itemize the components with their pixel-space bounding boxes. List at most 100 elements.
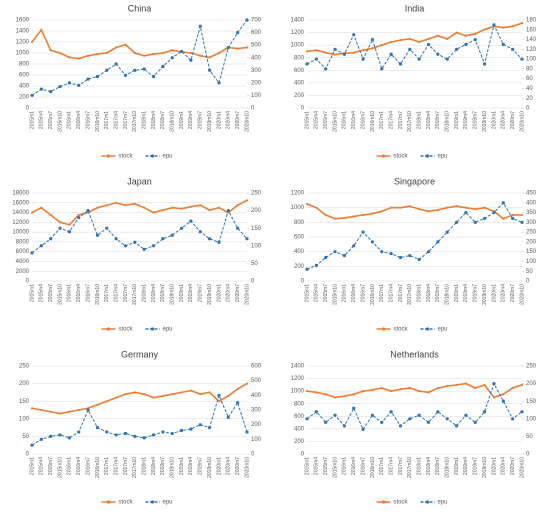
stock-marker [474, 386, 477, 390]
epu-marker [95, 426, 100, 430]
y-tick-label: 150 [19, 399, 30, 405]
epu-marker [305, 62, 309, 66]
stock-marker [58, 51, 62, 55]
epu-marker [342, 52, 346, 56]
series-line [31, 199, 248, 226]
y-tick-label: 1000 [291, 389, 305, 395]
y-tick-label: 50 [22, 434, 29, 440]
x-tick-label: 2020m4 [501, 457, 507, 475]
stock-marker [245, 382, 249, 385]
y2-tick-label: 200 [526, 239, 537, 245]
stock-marker [380, 44, 383, 47]
stock-marker [324, 51, 327, 54]
x-tick-label: 2015m7 [323, 457, 329, 475]
epu-marker [161, 430, 165, 434]
epu-marker [483, 216, 487, 221]
stock-marker [96, 206, 99, 209]
x-tick-label: 2015m1 [304, 457, 310, 475]
series-line [306, 203, 522, 220]
y-tick-label: 600 [19, 73, 30, 79]
stock-marker [483, 206, 486, 209]
legend-marker [381, 500, 386, 504]
epu-marker [398, 424, 403, 428]
epu-marker [370, 240, 375, 244]
legend-label: stock [119, 327, 134, 333]
y2-tick-label: 200 [251, 80, 262, 86]
stock-marker [115, 201, 118, 204]
y-tick-label: 400 [294, 80, 305, 86]
x-tick-label: 2017m4 [113, 284, 119, 302]
y2-tick-label: 100 [526, 57, 537, 63]
stock-marker [380, 210, 383, 213]
epu-marker [189, 219, 193, 223]
epu-marker [217, 393, 221, 397]
stock-marker [315, 391, 318, 394]
stock-marker [105, 204, 108, 207]
y-tick-label: 800 [294, 55, 305, 61]
y-tick-label: 1200 [291, 30, 305, 36]
y-tick-label: 0 [301, 106, 305, 112]
y2-tick-label: 0 [526, 452, 530, 458]
series-line [31, 393, 248, 446]
epu-marker [389, 410, 393, 414]
x-tick-label: 2020m7 [235, 457, 241, 475]
epu-marker [520, 220, 524, 224]
stock-marker [502, 217, 505, 220]
epu-marker [426, 420, 431, 424]
x-tick-label: 2017m10 [132, 111, 138, 132]
epu-marker [501, 201, 505, 205]
x-tick-label: 2015m1 [29, 457, 35, 475]
y2-tick-label: 0 [251, 279, 255, 285]
y2-tick-label: 120 [526, 47, 537, 53]
y-tick-label: 400 [19, 84, 30, 90]
x-tick-label: 2019m7 [198, 284, 204, 302]
series-line [31, 19, 248, 96]
x-tick-label: 2016m1 [342, 457, 348, 475]
epu-marker [179, 428, 184, 433]
epu-marker [236, 401, 240, 405]
chart-panel: Netherlands 0 200 400 600 800 1000 1200 1400 0 50 1… [291, 349, 537, 505]
epu-marker [170, 233, 174, 237]
stock-marker [58, 412, 62, 415]
legend-marker [381, 154, 386, 158]
x-tick-label: 2015m10 [57, 457, 63, 478]
epu-marker [436, 52, 440, 56]
stock-marker [455, 31, 458, 34]
legend-marker [106, 500, 111, 504]
y-tick-label: 100 [19, 416, 30, 422]
epu-marker [67, 230, 71, 234]
legend-label: epu [438, 500, 448, 506]
y-tick-label: 10000 [12, 230, 29, 236]
y2-tick-label: 0 [526, 279, 530, 285]
epu-marker [189, 58, 193, 62]
x-tick-label: 2017m4 [113, 111, 119, 129]
stock-marker [124, 204, 127, 207]
epu-marker [58, 85, 62, 89]
x-tick-label: 2016m7 [360, 111, 366, 129]
epu-marker [208, 426, 212, 430]
y-tick-label: 12000 [12, 220, 29, 226]
epu-marker [198, 24, 202, 28]
x-tick-label: 2019m10 [207, 457, 213, 478]
stock-marker [189, 51, 193, 55]
x-tick-label: 2020m4 [226, 111, 232, 129]
y2-tick-label: 300 [251, 408, 262, 414]
epu-marker [67, 81, 71, 85]
epu-marker [86, 209, 90, 213]
y2-tick-label: 150 [526, 399, 537, 405]
x-tick-label: 2019m10 [482, 111, 488, 132]
x-tick-label: 2016m1 [67, 457, 73, 475]
epu-marker [236, 226, 240, 230]
x-tick-label: 2018m1 [417, 457, 423, 475]
epu-marker [95, 233, 100, 237]
legend-marker [106, 154, 111, 158]
stock-marker [371, 47, 374, 50]
x-tick-label: 2016m4 [76, 111, 82, 129]
epu-marker [445, 417, 449, 421]
epu-marker [142, 247, 146, 251]
stock-marker [245, 199, 249, 202]
epu-marker [473, 420, 477, 424]
stock-marker [236, 204, 239, 207]
epu-marker [511, 216, 515, 221]
x-tick-label: 2019m10 [207, 284, 213, 305]
